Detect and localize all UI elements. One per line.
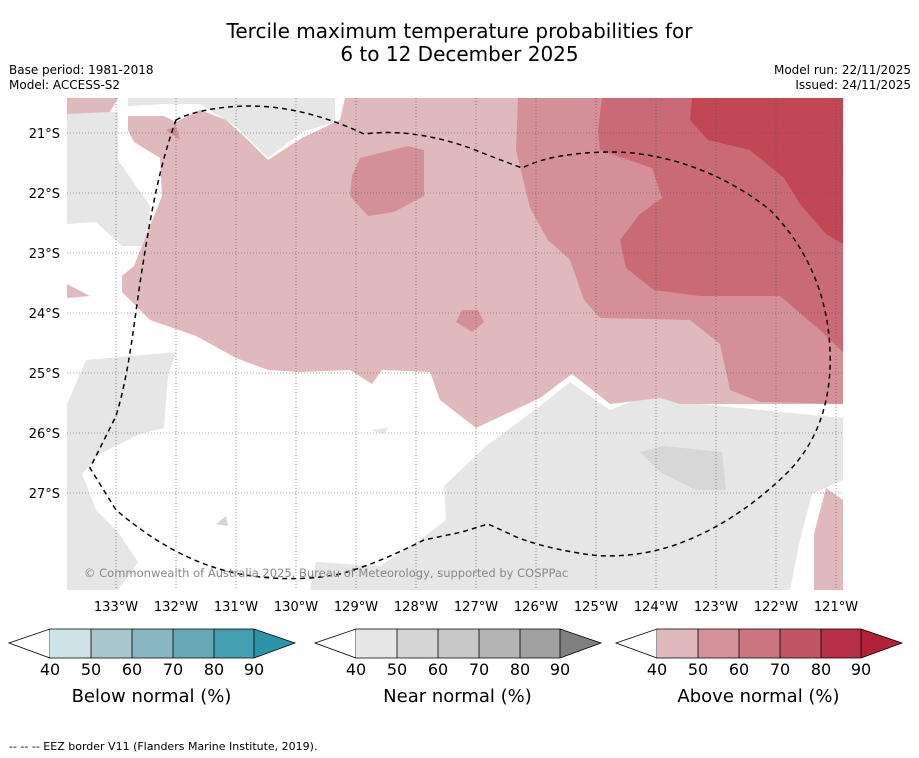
tick: 60 — [728, 660, 750, 679]
colorbar-near-swatch — [356, 629, 397, 658]
colorbar-above-swatch — [698, 629, 739, 658]
lon-label: 124°W — [634, 600, 678, 615]
colorbar-near-swatch — [520, 629, 560, 658]
near-normal-region-top — [128, 98, 335, 158]
model-run: Model run: 22/11/2025 — [773, 63, 911, 77]
tick: 40 — [345, 660, 367, 679]
tick: 60 — [427, 660, 449, 679]
meta-left: Base period: 1981-2018 Model: ACCESS-S2 — [9, 63, 154, 93]
tick: 80 — [509, 660, 531, 679]
lat-label: 22°S — [29, 187, 60, 202]
near-normal-region-west — [67, 352, 176, 590]
title-line-1: Tercile maximum temperature probabilitie… — [226, 19, 693, 43]
lat-label: 26°S — [29, 427, 60, 442]
lon-label: 123°W — [694, 600, 738, 615]
colorbar-above-swatch — [739, 629, 780, 658]
tick: 90 — [243, 660, 265, 679]
tick: 80 — [203, 660, 225, 679]
near-normal-fleck-2 — [370, 428, 388, 434]
eez-legend-footer: -- -- -- EEZ border V11 (Flanders Marine… — [9, 740, 318, 753]
near-normal-region-nw — [67, 112, 150, 246]
lat-label: 27°S — [29, 487, 60, 502]
colorbar-below-swatch — [50, 629, 91, 658]
above-normal-50-small — [456, 310, 484, 332]
lon-label: 129°W — [334, 600, 378, 615]
colorbar-near-swatch — [438, 629, 479, 658]
above-normal-40-left-edge — [67, 284, 90, 298]
lon-label: 122°W — [754, 600, 798, 615]
map-panel: © Commonwealth of Australia 2025, Bureau… — [29, 98, 858, 615]
tick: 60 — [121, 660, 143, 679]
colorbar-near-label: Near normal (%) — [383, 686, 532, 707]
tick: 40 — [646, 660, 668, 679]
tick: 70 — [769, 660, 791, 679]
colorbar-above-swatch — [821, 629, 861, 658]
tick: 90 — [850, 660, 872, 679]
colorbar-below-swatch — [91, 629, 132, 658]
base-period: Base period: 1981-2018 — [9, 63, 154, 77]
lat-label: 25°S — [29, 367, 60, 382]
lon-label: 130°W — [274, 600, 318, 615]
above-normal-70-region — [690, 98, 843, 244]
lon-label: 128°W — [394, 600, 438, 615]
lat-label: 24°S — [29, 307, 60, 322]
lon-label: 126°W — [514, 600, 558, 615]
graticule — [67, 98, 843, 590]
colorbar-near — [313, 628, 603, 660]
lon-label: 125°W — [574, 600, 618, 615]
near-normal-region-south — [310, 382, 843, 590]
colorbar-below-label: Below normal (%) — [71, 686, 232, 707]
lon-label: 132°W — [154, 600, 198, 615]
model-name: Model: ACCESS-S2 — [9, 78, 121, 92]
eez-border — [89, 105, 831, 580]
colorbar-below-swatch — [132, 629, 173, 658]
above-normal-40-se-corner — [814, 488, 843, 590]
lon-label: 127°W — [454, 600, 498, 615]
colorbar-above-swatches — [614, 628, 904, 659]
longitude-labels: 133°W 132°W 131°W 130°W 129°W 128°W 127°… — [94, 600, 858, 615]
tick: 70 — [468, 660, 490, 679]
colorbar-below-swatch — [214, 629, 254, 658]
colorbar-above — [614, 628, 904, 660]
colorbar-near-swatch — [479, 629, 520, 658]
latitude-labels: 21°S 22°S 23°S 24°S 25°S 26°S 27°S — [29, 127, 60, 502]
tick: 40 — [39, 660, 61, 679]
colorbar-below-arrow — [254, 629, 295, 658]
colorbar-near-arrow — [560, 629, 601, 658]
tick: 50 — [687, 660, 709, 679]
colorbar-near-swatch — [397, 629, 438, 658]
lon-label: 131°W — [214, 600, 258, 615]
tick: 90 — [549, 660, 571, 679]
above-normal-40-strip-nw — [67, 98, 118, 114]
lat-label: 21°S — [29, 127, 60, 142]
colorbar-below-swatches — [7, 628, 297, 659]
colorbar-above-arrow — [861, 629, 902, 658]
colorbar-below-swatch — [173, 629, 214, 658]
meta-right: Model run: 22/11/2025 Issued: 24/11/2025 — [774, 63, 911, 93]
colorbar-near-swatches — [313, 628, 603, 659]
colorbar-below — [7, 628, 297, 660]
near-normal-darker-patch — [640, 446, 726, 490]
tick: 70 — [162, 660, 184, 679]
lat-label: 23°S — [29, 247, 60, 262]
tick: 80 — [810, 660, 832, 679]
tick: 50 — [386, 660, 408, 679]
title-line-2: 6 to 12 December 2025 — [340, 42, 579, 66]
colorbar-above-swatch — [657, 629, 698, 658]
lon-label: 133°W — [94, 600, 138, 615]
colorbar-above-label: Above normal (%) — [677, 686, 840, 707]
near-normal-fleck — [216, 516, 228, 526]
copyright-notice: © Commonwealth of Australia 2025, Bureau… — [84, 566, 568, 580]
tick: 50 — [80, 660, 102, 679]
issued-date: Issued: 24/11/2025 — [795, 78, 911, 92]
above-normal-50-patch — [350, 146, 424, 216]
colorbar-above-swatch — [780, 629, 821, 658]
lon-label: 121°W — [814, 600, 858, 615]
